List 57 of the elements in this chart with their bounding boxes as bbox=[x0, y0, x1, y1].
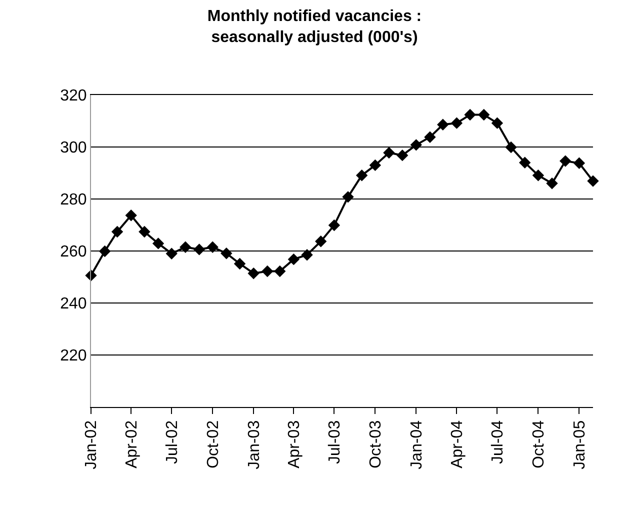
point bbox=[193, 244, 206, 256]
point bbox=[410, 139, 422, 151]
x-tick-label: Jan-05 bbox=[571, 420, 588, 470]
point bbox=[274, 265, 286, 278]
point bbox=[262, 265, 274, 278]
x-tick-label: Jan-03 bbox=[246, 420, 263, 470]
point bbox=[519, 156, 531, 168]
x-tick-label: Jan-04 bbox=[408, 420, 426, 470]
x-tick-label: Apr-02 bbox=[123, 420, 140, 468]
point bbox=[248, 268, 260, 280]
point bbox=[152, 238, 164, 250]
point bbox=[166, 248, 178, 260]
point bbox=[206, 241, 218, 253]
point bbox=[573, 157, 586, 169]
point bbox=[437, 118, 449, 130]
x-tick-label: Oct-03 bbox=[367, 420, 384, 468]
point bbox=[301, 249, 313, 261]
point bbox=[342, 191, 354, 203]
x-tick-label: Apr-04 bbox=[448, 420, 466, 468]
y-tick-label: 220 bbox=[60, 348, 87, 365]
x-tick-label: Apr-03 bbox=[286, 420, 303, 468]
x-tick-label: Jul-03 bbox=[326, 420, 344, 464]
point bbox=[138, 226, 150, 238]
point bbox=[532, 169, 544, 182]
y-tick-label: 260 bbox=[60, 244, 87, 261]
y-tick-label: 280 bbox=[60, 192, 87, 209]
point bbox=[546, 178, 558, 190]
point bbox=[450, 117, 463, 129]
point bbox=[396, 149, 408, 162]
x-tick-label: Jan-02 bbox=[83, 420, 100, 470]
point bbox=[98, 245, 111, 258]
chart-title: Monthly notified vacancies : seasonally adjusted (000's) bbox=[207, 8, 422, 46]
x-tick-label: Jul-04 bbox=[489, 420, 506, 464]
point bbox=[587, 175, 599, 187]
point bbox=[369, 159, 382, 172]
point bbox=[111, 226, 124, 238]
point bbox=[478, 108, 490, 121]
point bbox=[125, 210, 137, 222]
point bbox=[464, 108, 476, 121]
point bbox=[424, 131, 436, 143]
y-tick-label: 240 bbox=[60, 296, 87, 313]
x-tick-label: Oct-04 bbox=[530, 420, 548, 468]
x-tick-label: Jul-02 bbox=[164, 420, 181, 464]
point bbox=[356, 169, 368, 182]
point bbox=[491, 117, 504, 129]
point bbox=[328, 219, 340, 232]
y-tick-label: 300 bbox=[60, 140, 87, 157]
point bbox=[383, 146, 395, 159]
point bbox=[505, 141, 517, 154]
y-tick-label: 320 bbox=[60, 88, 87, 105]
point bbox=[234, 258, 246, 270]
point bbox=[314, 236, 327, 248]
point bbox=[288, 253, 300, 266]
point bbox=[220, 247, 232, 260]
x-tick-label: Oct-02 bbox=[204, 420, 222, 468]
point bbox=[560, 155, 572, 167]
point bbox=[180, 241, 192, 253]
